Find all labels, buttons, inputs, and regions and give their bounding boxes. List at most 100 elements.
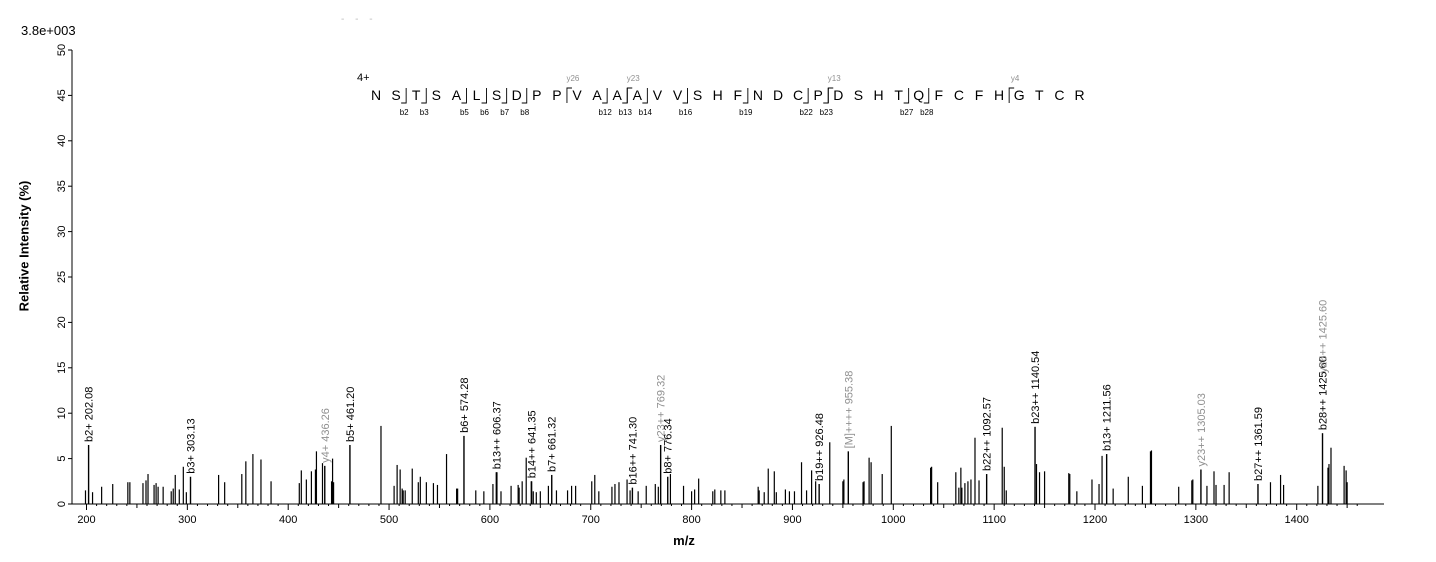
- sequence-residue: N: [753, 87, 763, 103]
- y-ion-label: y4: [1011, 74, 1020, 83]
- y-tick-label: 30: [56, 225, 68, 237]
- sequence-residue: T: [412, 87, 421, 103]
- b-ion-bracket: [421, 88, 427, 104]
- b-ion-label: b23: [820, 108, 834, 117]
- peak-label: b28++ 1425.60: [1318, 356, 1330, 430]
- b-ion-bracket: [501, 88, 508, 104]
- b-ion-bracket: [602, 88, 608, 104]
- sequence-residue: A: [633, 87, 643, 103]
- sequence-residue: G: [1014, 87, 1025, 103]
- x-tick-label: 1200: [1083, 514, 1107, 526]
- sequence-residue: C: [954, 87, 964, 103]
- sequence-residue: A: [613, 87, 623, 103]
- b-ion-label: b3: [420, 108, 429, 117]
- charge-state: 4+: [357, 72, 370, 84]
- x-axis-label: m/z: [673, 533, 695, 548]
- peak-label: y4+ 436.26: [320, 408, 332, 463]
- peak-label: b7+ 661.32: [547, 417, 559, 472]
- x-tick-label: 600: [481, 514, 499, 526]
- sequence-residue: V: [653, 87, 663, 103]
- sequence-residue: H: [713, 87, 723, 103]
- sequence-residue: A: [452, 87, 462, 103]
- y-ion-bracket: [827, 87, 834, 103]
- y-tick-label: 35: [56, 180, 68, 192]
- b-ion-label: b7: [500, 108, 509, 117]
- sequence-residue: S: [492, 87, 501, 103]
- sequence-residue: T: [894, 87, 903, 103]
- x-tick-label: 300: [178, 514, 196, 526]
- b-ion-bracket: [481, 88, 487, 104]
- b-ion-bracket: [923, 88, 930, 104]
- peak-label: [M]++++ 955.38: [843, 371, 855, 449]
- peak-label: b5+ 461.20: [345, 387, 357, 442]
- b-ion-bracket: [803, 88, 809, 104]
- sequence-residue: D: [773, 87, 783, 103]
- sequence-residue: S: [432, 87, 441, 103]
- intensity-scale-label: 3.8e+003: [21, 23, 76, 38]
- b-ion-label: b5: [460, 108, 469, 117]
- y-tick-label: 0: [56, 501, 68, 507]
- peak-label: b19++ 926.48: [814, 413, 826, 481]
- peak-label: b13+ 1211.56: [1102, 384, 1114, 451]
- sequence-residue: S: [693, 87, 702, 103]
- sequence-residue: D: [512, 87, 522, 103]
- y-ion-bracket: [566, 87, 572, 103]
- b-ion-bracket: [682, 88, 688, 104]
- x-tick-label: 1400: [1284, 514, 1308, 526]
- axes: 0 5 10 15 20 25 30 35 40 45 50 200 300 400 500 600 700 80…: [56, 44, 1384, 526]
- peaks: [84, 425, 1348, 504]
- peak-annotations: b2+ 202.08 b3+ 303.13 y4+ 436.26 b5+ 461.20…: [84, 300, 1330, 504]
- peak-label: b8+ 776.34: [663, 418, 675, 473]
- sequence-residue: N: [371, 87, 381, 103]
- y-tick-label: 50: [56, 44, 68, 56]
- x-tick-label: 500: [380, 514, 398, 526]
- b-ion-bracket: [622, 88, 628, 104]
- y-ion-label: y26: [566, 74, 579, 83]
- x-tick-label: 1100: [982, 514, 1006, 526]
- sequence-residue: S: [391, 87, 400, 103]
- y-ion-bracket: [1008, 87, 1015, 103]
- y-tick-label: 5: [56, 456, 68, 462]
- sequence-residue: L: [473, 87, 481, 103]
- b-ion-label: b22: [799, 108, 813, 117]
- sequence-residue: F: [734, 87, 743, 103]
- b-ion-label: b14: [639, 108, 653, 117]
- b-ion-label: b19: [739, 108, 753, 117]
- y-tick-label: 20: [56, 316, 68, 328]
- b-ion-bracket: [521, 88, 528, 104]
- sequence-residue: P: [814, 87, 823, 103]
- y-ion-label: y23: [627, 74, 640, 83]
- b-ion-bracket: [903, 88, 910, 104]
- sequence-residue: D: [833, 87, 843, 103]
- sequence-residue: P: [552, 87, 561, 103]
- sequence-residue: T: [1035, 87, 1044, 103]
- peak-label: y26++ 1425.60: [1318, 300, 1330, 373]
- b-ion-label: b2: [400, 108, 409, 117]
- b-ion-bracket: [401, 88, 407, 104]
- peak-label: b22++ 1092.57: [982, 397, 994, 471]
- x-tick-label: 700: [582, 514, 600, 526]
- y-tick-label: 25: [56, 271, 68, 283]
- y-ion-bracket: [626, 87, 633, 103]
- y-tick-label: 15: [56, 362, 68, 374]
- b-ion-label: b12: [598, 108, 612, 117]
- peak-label: b27++ 1361.59: [1253, 407, 1265, 481]
- y-tick-label: 40: [56, 135, 68, 147]
- peak-label: b16++ 741.30: [627, 417, 639, 485]
- b-ion-label: b16: [679, 108, 693, 117]
- sequence-residue: F: [935, 87, 944, 103]
- sequence-residue: C: [1054, 87, 1064, 103]
- sequence-residue: C: [793, 87, 803, 103]
- x-tick-label: 1300: [1184, 514, 1208, 526]
- sequence-residue: V: [673, 87, 683, 103]
- peak-label: y23++ 1305.03: [1196, 393, 1208, 466]
- sequence-coverage: N S T S A L S D P P V A A A V V S H F N D C P D S H T Q F C F H G T C Rb2 b3…: [371, 74, 1085, 117]
- x-tick-label: 1000: [881, 514, 905, 526]
- sequence-residue: S: [854, 87, 863, 103]
- sequence-residue: R: [1074, 87, 1084, 103]
- sequence-residue: H: [873, 87, 883, 103]
- peak-label: b3+ 303.13: [186, 418, 198, 473]
- y-ion-label: y13: [828, 74, 841, 83]
- x-tick-label: 900: [783, 514, 801, 526]
